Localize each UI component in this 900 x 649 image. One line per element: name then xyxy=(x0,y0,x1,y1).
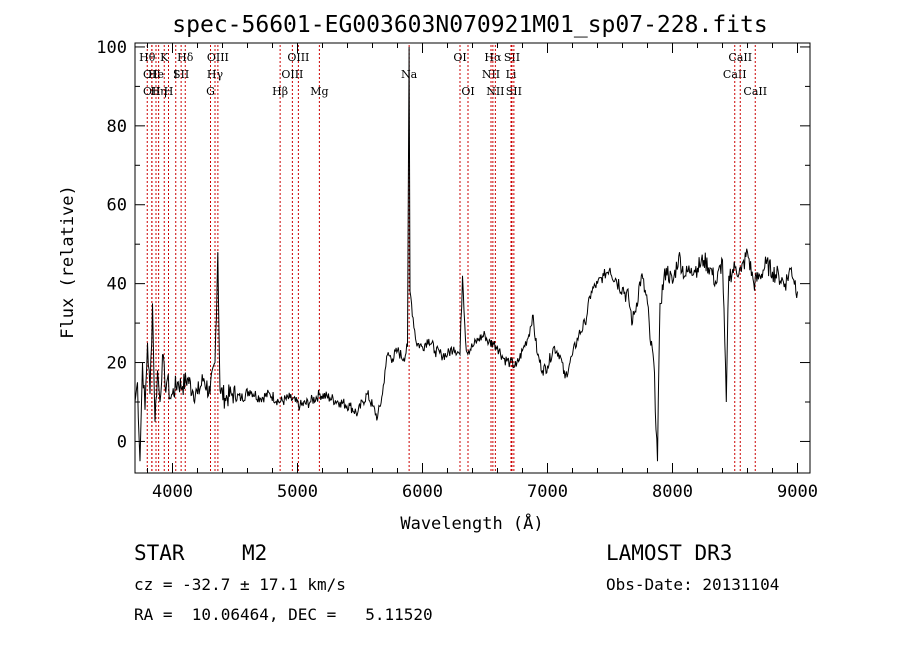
x-tick-label: 5000 xyxy=(277,482,318,502)
axis-ticks: 4000 5000 6000 7000 8000 9000 0 20 40 60 80 100 xyxy=(96,38,818,502)
line-marker-label: NII xyxy=(482,68,500,81)
line-marker-label: CaII xyxy=(728,51,752,64)
line-markers: HθOIIOIIHeHηKHISIIHδGHγOIIIHβOIIIOIIIMgN… xyxy=(139,45,767,472)
line-marker-label: Hγ xyxy=(207,68,224,81)
object-subclass: M2 xyxy=(242,541,267,565)
y-tick-label: 0 xyxy=(117,432,127,452)
x-tick-label: 8000 xyxy=(652,482,693,502)
line-marker-label: Hβ xyxy=(272,85,288,98)
redshift-readout: cz = -32.7 ± 17.1 km/s xyxy=(134,575,346,594)
x-tick-label: 9000 xyxy=(777,482,818,502)
line-marker-label: SII xyxy=(506,85,522,98)
coordinates: RA = 10.06464, DEC = 5.11520 xyxy=(134,605,433,624)
line-marker-label: K xyxy=(160,51,169,64)
x-tick-label: 4000 xyxy=(152,482,193,502)
chart-title: spec-56601-EG003603N070921M01_sp07-228.f… xyxy=(172,12,767,38)
line-marker-label: SII xyxy=(504,51,520,64)
obs-date: Obs-Date: 20131104 xyxy=(606,575,779,594)
line-marker-label: I xyxy=(174,68,178,81)
line-marker-label: He xyxy=(148,68,164,81)
y-tick-label: 60 xyxy=(107,196,127,216)
line-marker-label: Hθ xyxy=(139,51,156,64)
line-marker-label: SII xyxy=(173,68,189,81)
line-marker-label: Hη xyxy=(151,85,167,98)
spectrum-line xyxy=(134,46,798,462)
line-marker-label: NII xyxy=(486,85,504,98)
line-marker-label: OI xyxy=(461,85,474,98)
plot-frame xyxy=(134,42,811,474)
y-tick-label: 40 xyxy=(107,275,127,295)
line-marker-label: H xyxy=(164,85,174,98)
line-marker-label: CaII xyxy=(743,85,767,98)
object-class: STAR xyxy=(134,541,185,565)
x-tick-label: 6000 xyxy=(402,482,443,502)
line-marker-label: G xyxy=(206,85,215,98)
line-marker-label: Hδ xyxy=(177,51,194,64)
line-marker-label: Li xyxy=(506,68,517,81)
line-marker-label: OIII xyxy=(207,51,229,64)
y-axis-label: Flux (relative) xyxy=(58,185,78,339)
y-tick-label: 80 xyxy=(107,117,127,137)
x-axis-label: Wavelength (Å) xyxy=(400,512,543,534)
y-tick-label: 20 xyxy=(107,354,127,374)
line-marker-label: Mg xyxy=(310,85,328,98)
x-tick-label: 7000 xyxy=(527,482,568,502)
line-marker-label: CaII xyxy=(723,68,747,81)
y-tick-label: 100 xyxy=(96,38,127,58)
survey-name: LAMOST DR3 xyxy=(606,541,732,565)
line-marker-label: Hα xyxy=(484,51,502,64)
line-marker-label: OI xyxy=(453,51,466,64)
line-marker-label: OIII xyxy=(287,51,309,64)
line-marker-label: OIII xyxy=(281,68,303,81)
